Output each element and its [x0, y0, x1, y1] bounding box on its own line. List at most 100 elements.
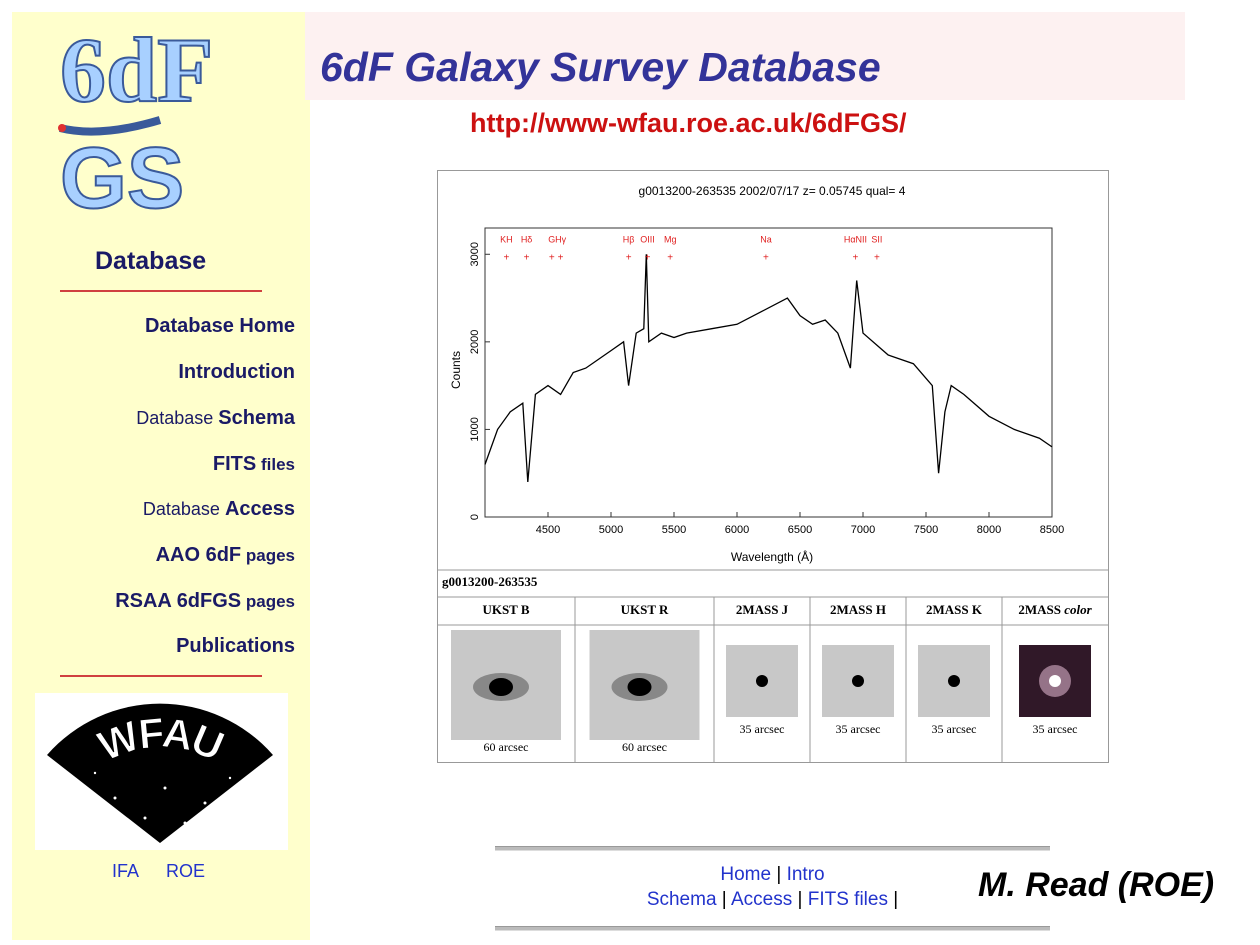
y-tick-label: 0: [469, 514, 481, 520]
footer-link[interactable]: Access: [730, 889, 793, 910]
nav-item[interactable]: Introduction: [178, 361, 295, 384]
footer-row: Schema | Access | FITS files |: [0, 889, 1260, 911]
line-marker: +: [874, 253, 880, 264]
thumb-header-text: UKST B: [482, 602, 529, 617]
footer-rule: [495, 926, 1050, 931]
nav-item[interactable]: Database Access: [143, 498, 295, 521]
author: M. Read (ROE): [978, 866, 1215, 904]
thumb-source: [627, 678, 652, 696]
nav-text: pages: [241, 546, 295, 565]
line-label: HαNII: [844, 234, 867, 244]
line-label: Hδ: [521, 234, 533, 244]
footer-row: Home | Intro: [0, 864, 1260, 886]
nav-item[interactable]: AAO 6dF pages: [156, 544, 295, 567]
y-tick-label: 1000: [469, 417, 481, 441]
link-separator: |: [792, 889, 808, 910]
line-marker: +: [503, 253, 509, 264]
line-label: G: [548, 234, 555, 244]
nav-text: Access: [224, 498, 295, 520]
separator: [60, 290, 262, 292]
logo-spark: [58, 124, 66, 132]
thumb-caption: 35 arcsec: [836, 722, 881, 736]
stars: [93, 771, 232, 825]
nav-text: FITS: [212, 453, 257, 475]
thumb-source: [1049, 675, 1061, 687]
thumb-header: UKST B: [482, 602, 529, 617]
spectrum-panel: g0013200-263535 2002/07/17 z= 0.05745 qu…: [437, 170, 1109, 763]
x-tick-label: 8000: [977, 524, 1001, 536]
thumb-header: 2MASS color: [1018, 602, 1092, 617]
nav-item[interactable]: FITS files: [213, 453, 295, 476]
line-label: OIII: [640, 234, 655, 244]
line-marker: +: [549, 253, 555, 264]
plot-title: g0013200-263535 2002/07/17 z= 0.05745 qu…: [639, 184, 906, 198]
spectrum-line: [484, 254, 1053, 483]
line-label: Hβ: [623, 234, 635, 244]
footer-link[interactable]: Schema: [646, 889, 717, 910]
thumb-caption: 60 arcsec: [484, 740, 529, 754]
logo: 6dF GS: [58, 20, 214, 228]
x-tick-label: 8500: [1040, 524, 1064, 536]
footer-link[interactable]: FITS files: [807, 889, 888, 910]
thumb-caption: 35 arcsec: [740, 722, 785, 736]
link-separator: |: [716, 889, 731, 910]
roe-link[interactable]: ROE: [166, 861, 206, 881]
thumb-header-text: 2MASS H: [830, 602, 886, 617]
line-marker: +: [645, 253, 651, 264]
separator: [60, 675, 262, 677]
x-tick-label: 4500: [536, 524, 560, 536]
nav-text: Database Home: [144, 315, 295, 337]
thumb-source: [489, 678, 513, 696]
footer-link[interactable]: Home: [720, 864, 772, 885]
thumb-header-italic: color: [1064, 602, 1092, 617]
thumb-header-text: 2MASS: [1018, 602, 1064, 617]
line-label: SII: [871, 234, 882, 244]
x-axis-label: Wavelength (Å): [731, 549, 813, 564]
line-label: KH: [500, 234, 513, 244]
thumb-source: [852, 675, 864, 687]
y-axis-label: Counts: [449, 351, 463, 389]
logo-caption: Database: [95, 247, 207, 275]
nav-text: RSAA 6dFGS: [115, 590, 242, 612]
thumb-header-text: 2MASS J: [736, 602, 789, 617]
footer-link[interactable]: Intro: [786, 864, 825, 885]
nav-item[interactable]: Database Home: [145, 315, 295, 338]
y-tick-label: 2000: [469, 330, 481, 354]
nav-text: AAO 6dF: [155, 544, 242, 566]
x-tick-label: 6000: [725, 524, 749, 536]
thumb-caption: 35 arcsec: [1033, 722, 1078, 736]
thumb-header: 2MASS H: [830, 602, 886, 617]
x-tick-label: 7500: [914, 524, 938, 536]
page-title: 6dF Galaxy Survey Database: [320, 44, 881, 90]
ifa-link[interactable]: IFA: [112, 861, 140, 881]
link-separator: |: [887, 889, 899, 910]
line-label: Na: [760, 234, 772, 244]
x-tick-label: 6500: [788, 524, 812, 536]
thumb-header-text: UKST R: [621, 602, 669, 617]
nav-item[interactable]: Database Schema: [136, 407, 295, 430]
line-label: Hγ: [555, 234, 566, 244]
line-marker: +: [558, 253, 564, 264]
y-tick-label: 3000: [469, 242, 481, 266]
line-label: Mg: [664, 234, 677, 244]
x-tick-label: 5000: [599, 524, 623, 536]
thumb-header-text: 2MASS K: [926, 602, 983, 617]
line-marker: +: [763, 253, 769, 264]
link-separator: |: [771, 864, 787, 885]
thumb-header: 2MASS K: [926, 602, 983, 617]
nav-text: Introduction: [178, 361, 295, 383]
thumb-source: [948, 675, 960, 687]
site-url[interactable]: http://www-wfau.roe.ac.uk/6dFGS/: [470, 108, 907, 138]
thumb-header: UKST R: [621, 602, 669, 617]
nav-text: Publications: [176, 635, 295, 657]
wfau-logo: WFAU: [35, 693, 288, 850]
thumb-header: 2MASS J: [736, 602, 789, 617]
nav-item[interactable]: Publications: [176, 635, 295, 658]
nav-item[interactable]: RSAA 6dFGS pages: [115, 590, 295, 613]
nav-text: Database: [136, 408, 219, 428]
header-band: [305, 12, 1185, 100]
thumb-source: [756, 675, 768, 687]
x-tick-label: 5500: [662, 524, 686, 536]
nav-text: Database: [142, 499, 225, 519]
